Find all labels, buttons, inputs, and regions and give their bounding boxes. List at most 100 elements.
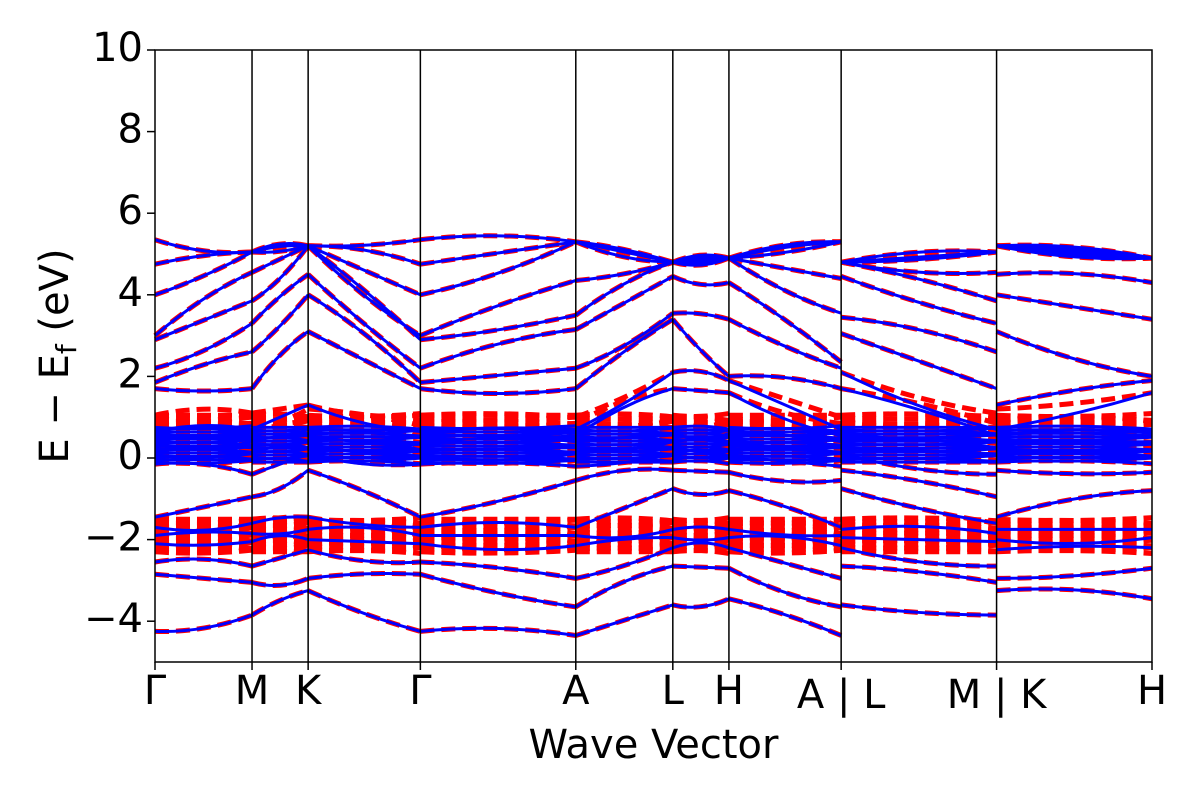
solid-band-line bbox=[307, 589, 421, 633]
dashed-band-line bbox=[420, 527, 576, 536]
dashed-band-line bbox=[672, 515, 730, 524]
dashed-band-line bbox=[307, 411, 421, 419]
solid-band-line bbox=[419, 328, 576, 370]
dashed-band-line bbox=[420, 535, 576, 544]
solid-band-line bbox=[728, 566, 842, 609]
solid-band-line bbox=[728, 431, 842, 438]
solid-band-line bbox=[420, 387, 576, 395]
y-axis-label-subscript: f bbox=[50, 343, 83, 354]
solid-band-line bbox=[728, 374, 842, 391]
dashed-band-line bbox=[841, 522, 997, 531]
solid-band-line bbox=[672, 564, 729, 570]
solid-band-line bbox=[250, 273, 309, 325]
solid-band-line bbox=[996, 243, 1153, 260]
solid-band-line bbox=[575, 546, 674, 580]
solid-band-line bbox=[575, 447, 673, 454]
solid-band-line bbox=[575, 467, 673, 482]
y-axis-label-main: E − E bbox=[32, 354, 78, 464]
solid-band-line bbox=[841, 603, 997, 617]
dashed-band-line bbox=[995, 488, 1153, 520]
solid-band-line bbox=[251, 244, 310, 303]
dashed-band-line bbox=[996, 540, 1153, 549]
dashed-band-line bbox=[996, 548, 1153, 556]
y-axis-label: E − Ef (eV) bbox=[32, 248, 83, 463]
dashed-band-line bbox=[307, 545, 421, 554]
solid-band-line bbox=[251, 548, 309, 568]
dashed-band-line bbox=[574, 370, 675, 420]
solid-band-line bbox=[728, 489, 842, 529]
solid-band-series bbox=[154, 234, 1153, 637]
solid-band-line bbox=[251, 293, 310, 354]
solid-band-line bbox=[154, 387, 253, 393]
solid-band-line bbox=[154, 572, 253, 584]
x-tick-label: A bbox=[562, 668, 590, 714]
y-tick-label: 0 bbox=[118, 433, 143, 479]
solid-band-line bbox=[575, 527, 674, 540]
solid-band-line bbox=[841, 564, 997, 584]
y-tick-label: 8 bbox=[118, 107, 143, 153]
solid-band-line bbox=[251, 577, 309, 587]
solid-band-line bbox=[420, 424, 576, 431]
solid-band-line bbox=[154, 238, 253, 255]
solid-band-line bbox=[728, 281, 843, 364]
solid-band-line bbox=[996, 442, 1153, 449]
solid-band-line bbox=[575, 371, 674, 431]
dashed-band-line bbox=[251, 418, 309, 427]
solid-band-line bbox=[728, 527, 842, 538]
solid-band-line bbox=[672, 369, 730, 382]
solid-band-line bbox=[420, 572, 577, 609]
solid-band-line bbox=[728, 256, 842, 280]
solid-band-line bbox=[420, 431, 576, 438]
solid-band-line bbox=[840, 249, 997, 264]
solid-band-line bbox=[420, 626, 577, 637]
dashed-band-line bbox=[307, 530, 421, 539]
solid-band-line bbox=[728, 240, 842, 260]
x-tick-label: M bbox=[235, 668, 270, 714]
dashed-band-line bbox=[841, 530, 997, 539]
dashed-band-line bbox=[154, 321, 254, 371]
y-tick-label: 10 bbox=[92, 25, 143, 71]
solid-band-line bbox=[575, 536, 673, 548]
x-axis-label: Wave Vector bbox=[529, 722, 780, 768]
solid-band-line bbox=[154, 445, 253, 452]
x-tick-label: Γ bbox=[409, 668, 432, 714]
dashed-band-line bbox=[575, 411, 674, 420]
solid-band-line bbox=[308, 428, 421, 435]
dashed-band-line bbox=[996, 414, 1153, 423]
x-tick-label: H bbox=[1137, 668, 1167, 714]
dashed-band-line bbox=[420, 414, 576, 423]
y-tick-label: 2 bbox=[118, 351, 143, 397]
solid-band-line bbox=[672, 255, 730, 264]
solid-band-line bbox=[996, 544, 1153, 552]
y-tick-label: 4 bbox=[118, 270, 143, 316]
dashed-band-line bbox=[841, 418, 997, 427]
y-tick-label: 6 bbox=[118, 188, 143, 234]
dashed-band-line bbox=[672, 411, 730, 419]
dashed-band-line bbox=[574, 563, 674, 610]
solid-band-line bbox=[307, 571, 421, 580]
solid-band-line bbox=[996, 424, 1153, 431]
solid-band-line bbox=[575, 240, 673, 264]
solid-band-line bbox=[420, 478, 577, 519]
y-tick-label: −2 bbox=[84, 515, 143, 561]
dashed-band-line bbox=[154, 414, 253, 423]
solid-band-line bbox=[575, 240, 674, 264]
solid-band-line bbox=[840, 546, 997, 568]
high-symmetry-lines bbox=[251, 50, 998, 662]
solid-band-line bbox=[420, 521, 576, 529]
solid-band-line bbox=[672, 275, 730, 287]
y-axis-label-unit: (eV) bbox=[32, 248, 78, 344]
dashed-band-line bbox=[996, 515, 1153, 524]
dashed-band-line bbox=[307, 402, 421, 419]
solid-band-line bbox=[728, 534, 842, 548]
solid-band-line bbox=[420, 240, 577, 266]
dashed-band-line bbox=[840, 314, 998, 355]
solid-band-line bbox=[575, 603, 674, 637]
solid-band-line bbox=[996, 566, 1153, 580]
solid-band-line bbox=[420, 313, 577, 342]
dashed-band-line bbox=[307, 537, 421, 546]
solid-band-line bbox=[154, 322, 253, 370]
x-tick-label: M | K bbox=[947, 672, 1048, 718]
solid-band-line bbox=[672, 487, 730, 496]
